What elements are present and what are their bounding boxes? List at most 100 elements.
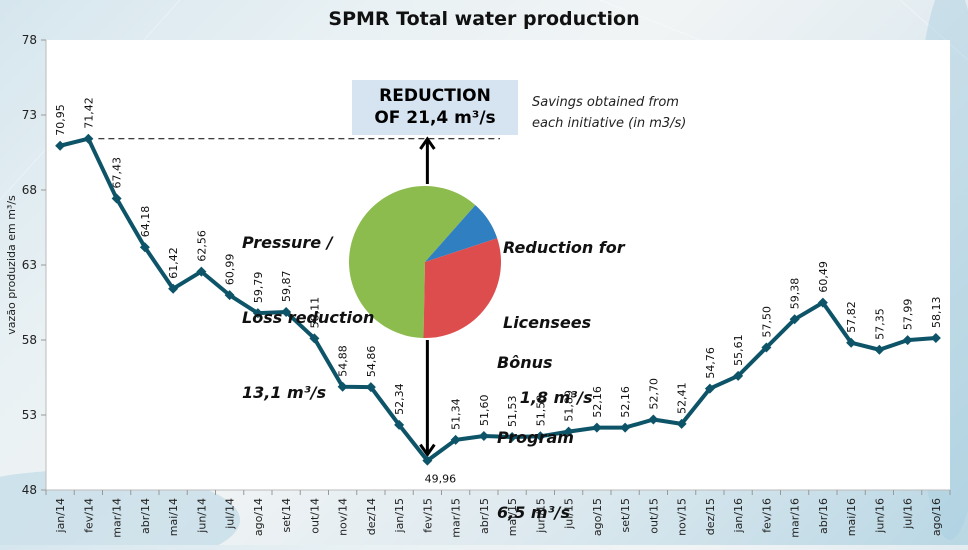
data-point [139,242,150,253]
data-point [281,306,292,317]
pie-label-bonus-line3: 6,5 m³/s [497,503,570,522]
data-label: 51,53 [506,396,519,428]
x-tick-label: ago/14 [252,498,265,536]
y-tick-label: 78 [22,33,37,47]
data-label: 67,43 [111,157,124,189]
pie-label-licensees-line3: 1,8 m³/s [503,388,593,407]
x-tick-label: dez/14 [365,498,378,535]
data-point [111,193,122,204]
data-label: 60,99 [224,254,237,286]
data-point [507,432,518,443]
y-tick-label: 53 [22,408,37,422]
x-tick-label: mar/16 [789,498,802,538]
data-point [761,342,772,353]
reduction-box: REDUCTION OF 21,4 m³/s [352,80,518,135]
pie-label-pressure-line3: 13,1 m³/s [242,383,327,402]
x-tick-label: jul/16 [902,498,915,530]
data-point [83,133,94,144]
pie-label-licensees-line2: Licensees [503,313,592,332]
x-tick-label: jul/14 [224,498,237,530]
data-point [591,422,602,433]
data-label: 70,95 [54,104,67,136]
y-axis-label: vazão produzida em m³/s [5,195,18,335]
x-tick-label: abr/16 [817,498,830,534]
x-tick-label: nov/14 [337,498,350,536]
x-tick-label: jul/15 [563,498,576,530]
data-label: 58,13 [930,297,943,329]
data-label: 59,79 [252,272,265,304]
data-label: 60,49 [817,261,830,293]
data-label: 59,87 [280,270,293,302]
data-point [252,308,263,319]
data-point [704,383,715,394]
pie-slice-pressure [349,185,476,338]
data-point [733,370,744,381]
data-label: 62,56 [195,230,208,262]
data-label: 51,34 [450,398,463,430]
data-point [563,426,574,437]
data-label: 59,38 [789,278,802,310]
x-tick-label: abr/14 [139,498,152,534]
pie-label-pressure: Pressure / Loss reduction 13,1 m³/s [242,180,374,430]
y-tick-label: 68 [22,183,37,197]
pie-label-pressure-line2: Loss reduction [242,308,375,327]
data-label: 57,99 [902,299,915,331]
data-label: 55,61 [732,334,745,366]
x-tick-label: mai/15 [506,498,519,536]
y-tick-label: 48 [22,483,37,497]
x-tick-label: jan/14 [54,498,67,533]
data-label: 51,89 [563,390,576,422]
data-point [478,431,489,441]
x-tick-label: set/14 [280,498,293,533]
data-label: 52,16 [591,386,604,418]
chart-title: SPMR Total water production [328,8,640,30]
pie-label-bonus: Bônus Program 6,5 m³/s [497,300,574,550]
pie-label-licensees: Reduction for Licensees 1,8 m³/s [503,185,625,435]
data-label: 58,11 [308,297,321,329]
pie-label-licensees-line1: Reduction for [503,238,625,257]
data-point [450,434,461,445]
data-point [168,283,179,294]
data-label: 52,41 [676,382,689,414]
x-tick-label: out/15 [647,498,660,534]
data-label: 52,16 [619,386,632,418]
data-point [196,266,207,277]
arrow-up-head [419,136,436,150]
data-point [422,455,433,466]
x-tick-label: jun/14 [195,498,208,534]
reduction-line2: OF 21,4 m³/s [374,108,496,128]
data-label: 54,86 [365,346,378,378]
y-tick-label: 73 [22,108,37,122]
y-tick-label: 58 [22,333,37,347]
pie-label-bonus-line2: Program [497,428,574,447]
data-point [337,381,348,392]
x-tick-label: ago/16 [930,498,943,536]
pie-slice-licensees [425,205,498,262]
data-label: 64,18 [139,206,152,238]
data-point [394,419,405,430]
pie-label-pressure-line1: Pressure / [242,233,333,252]
savings-note: Savings obtained from each initiative (i… [532,92,732,134]
x-tick-label: jan/15 [393,498,406,533]
x-tick-label: mai/16 [845,498,858,536]
data-point [55,140,66,151]
y-axis: 48 53 58 63 68 73 78 [22,33,47,497]
data-label: 52,70 [647,378,660,410]
data-point [309,333,320,344]
data-point [789,314,800,325]
x-tick-label: ago/15 [591,498,604,536]
data-label: 61,42 [167,247,180,279]
x-tick-label: mar/14 [111,498,124,538]
data-point [620,422,631,433]
x-tick-label: fev/14 [82,498,95,533]
data-point [224,290,235,301]
data-point [874,344,885,355]
data-label: 51,58 [534,395,547,427]
data-point [817,297,828,308]
data-label: 52,34 [393,383,406,415]
data-label: 57,35 [873,308,886,340]
data-label: 71,42 [82,97,95,129]
data-point [365,382,376,393]
data-label: 49,96 [425,473,457,486]
reduction-line1: REDUCTION [379,86,491,106]
